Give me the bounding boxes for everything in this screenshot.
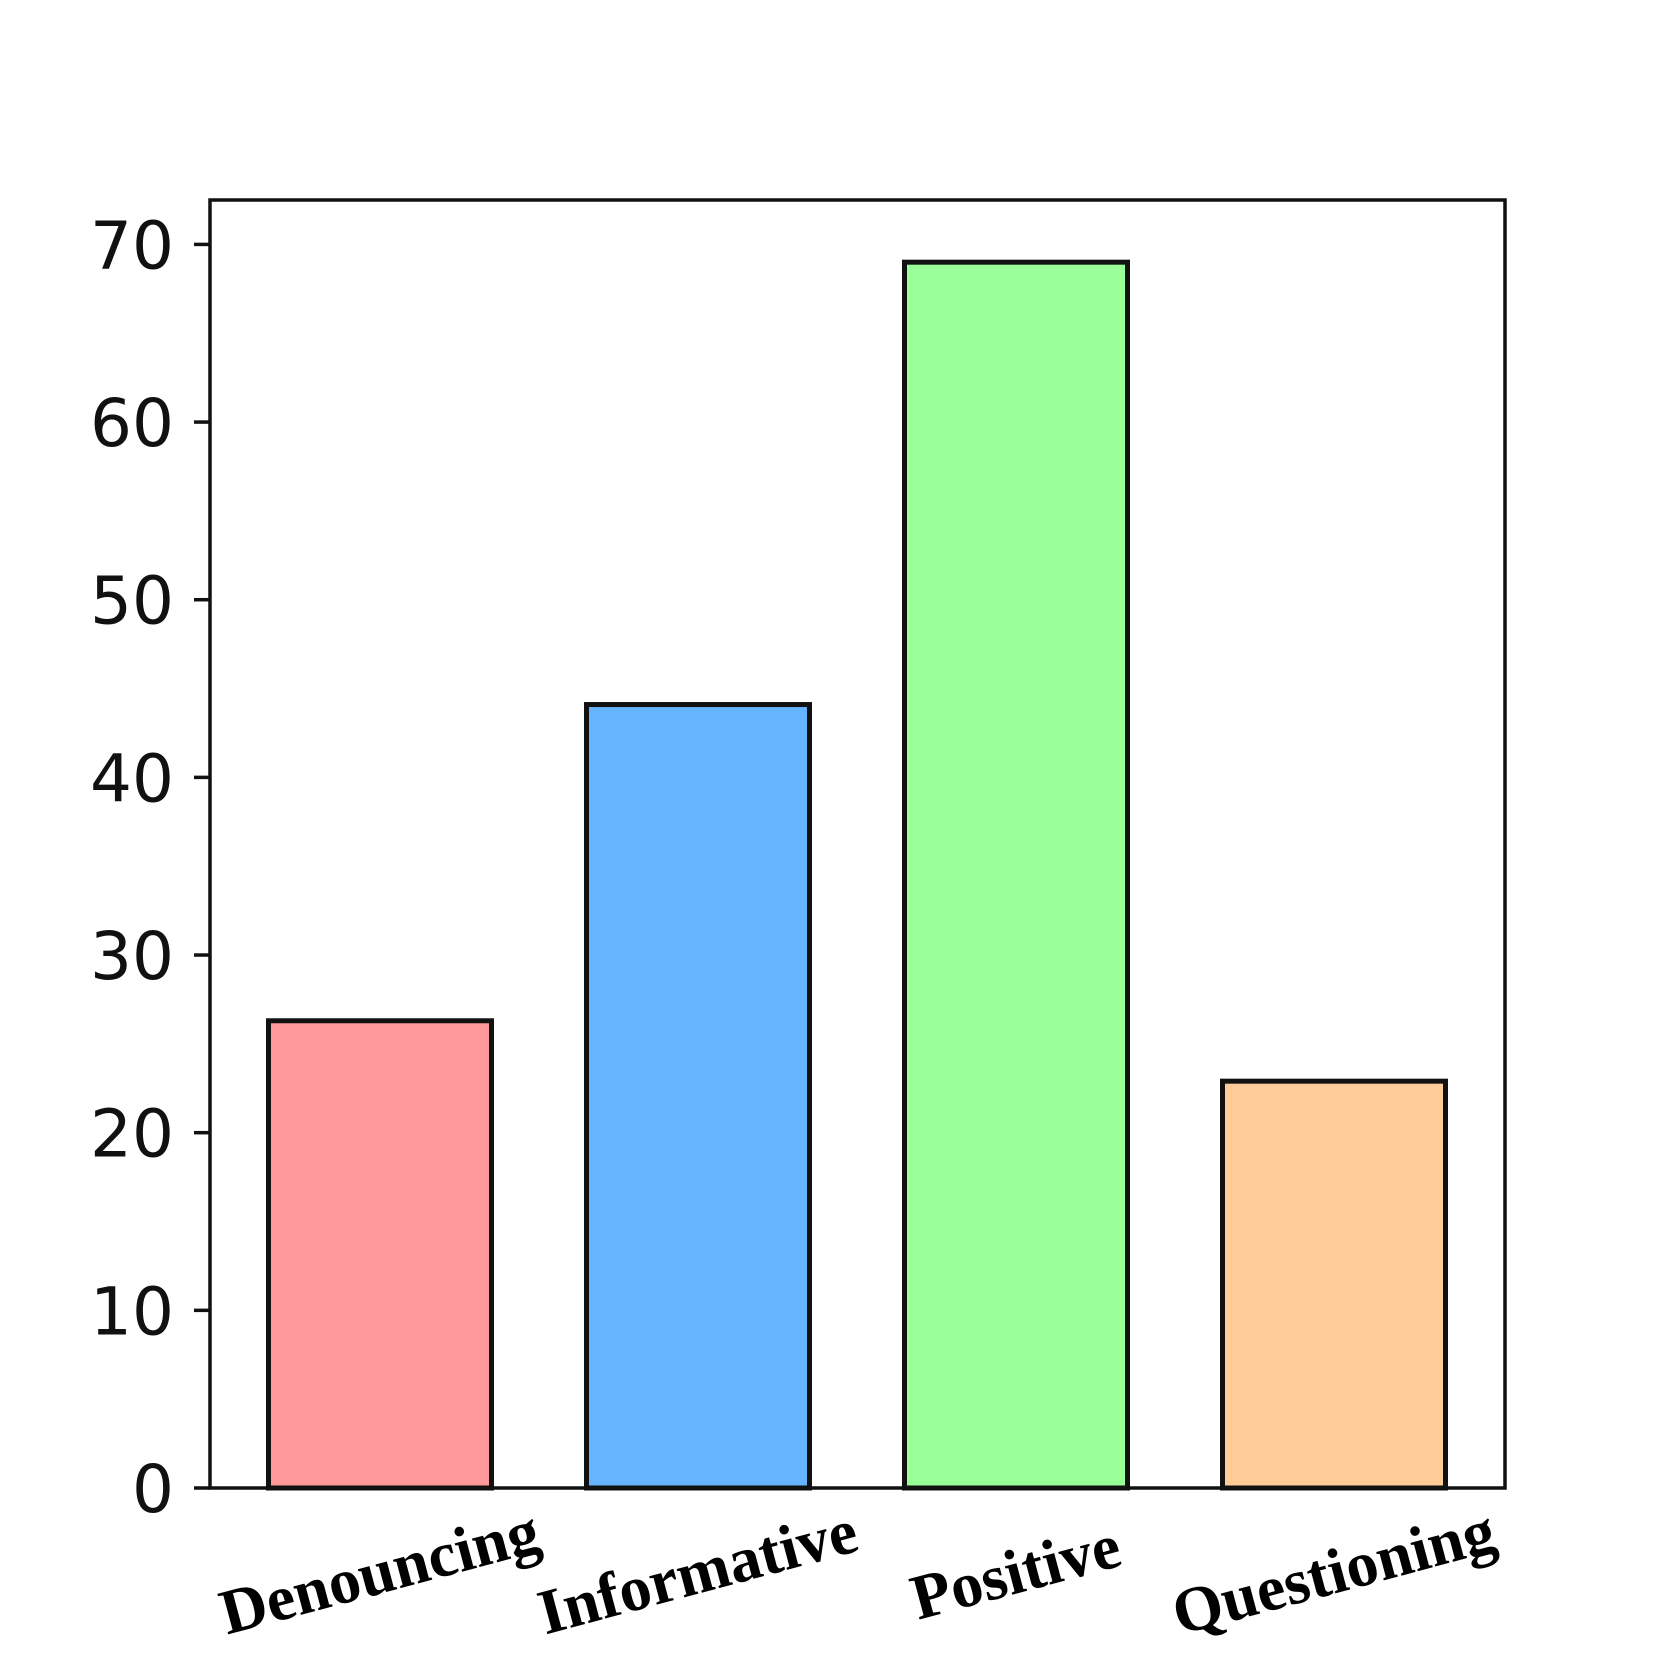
- y-tick-label: 40: [90, 740, 174, 817]
- plot-frame: [208, 198, 1507, 1490]
- x-tick-label: Denouncing: [212, 1495, 546, 1648]
- bars-group: [266, 259, 1448, 1491]
- y-tick-label: 70: [90, 207, 174, 284]
- y-tick-label: 60: [90, 385, 174, 462]
- bar-informative: [584, 702, 812, 1491]
- x-tick-label: Informative: [530, 1495, 864, 1648]
- y-tick-label: 20: [90, 1096, 174, 1173]
- y-tick-label: 50: [90, 563, 174, 640]
- y-tick-label: 30: [90, 918, 174, 995]
- y-tick-label: 10: [90, 1273, 174, 1350]
- y-tick-label: 0: [132, 1451, 174, 1528]
- y-axis: 0 10 20 30 40 50 60 70: [90, 207, 210, 1528]
- x-tick-label: Positive: [903, 1510, 1127, 1634]
- x-tick-label: Questioning: [1165, 1494, 1503, 1648]
- bar-positive: [902, 259, 1130, 1491]
- bar-denouncing: [266, 1018, 494, 1491]
- bar-questioning: [1220, 1078, 1448, 1491]
